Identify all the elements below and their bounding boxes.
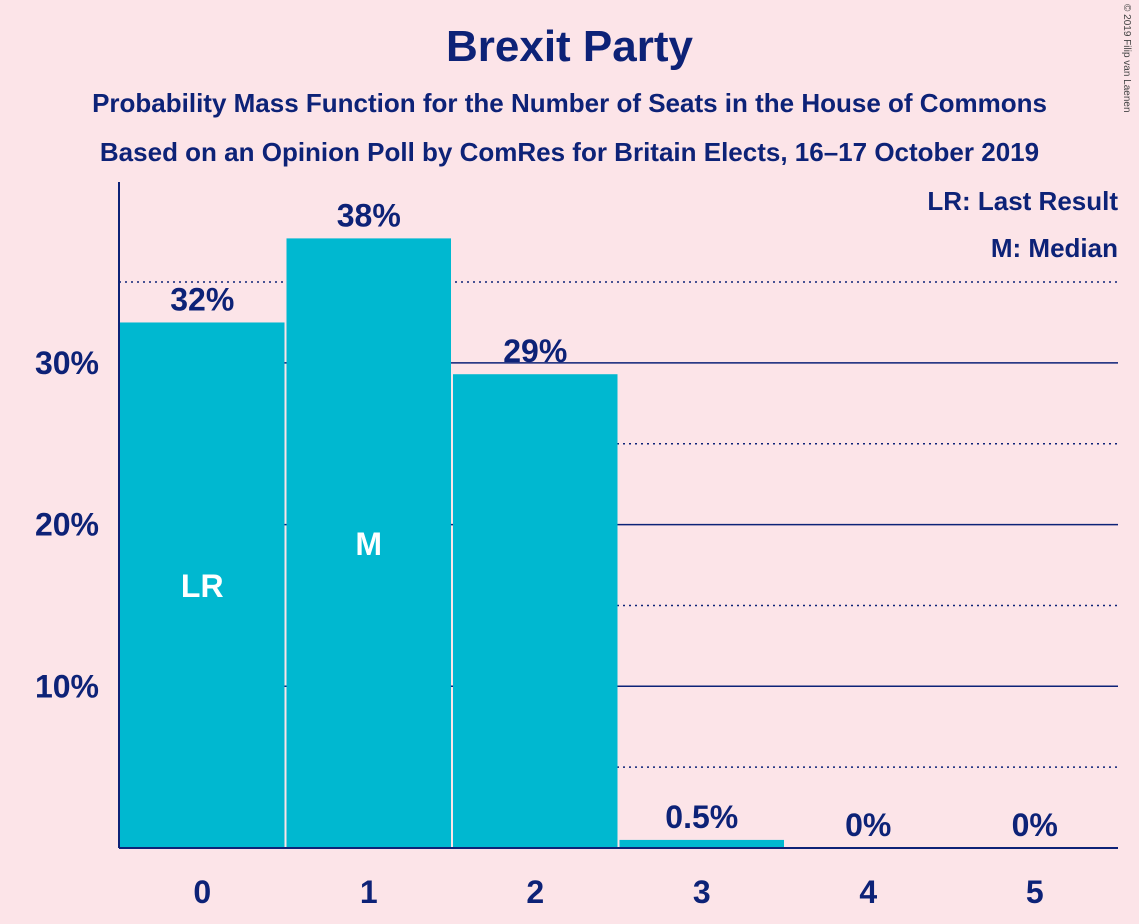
x-tick-label-1: 1	[360, 874, 378, 910]
bar-1	[286, 238, 451, 849]
bar-0	[120, 322, 285, 849]
y-tick-label-10: 10%	[35, 668, 99, 704]
chart-title: Brexit Party	[445, 22, 693, 71]
data-label-5: 0%	[1012, 807, 1058, 843]
chart-subtitle-line-2: Based on an Opinion Poll by ComRes for B…	[99, 137, 1040, 167]
data-label-2: 29%	[503, 333, 567, 369]
data-label-0: 32%	[170, 281, 234, 317]
bar-annotation-m: M	[355, 526, 382, 562]
x-tick-label-0: 0	[193, 874, 211, 910]
x-tick-label-3: 3	[693, 874, 711, 910]
y-tick-label-30: 30%	[35, 345, 99, 381]
bar-3	[619, 839, 784, 848]
y-tick-label-20: 20%	[35, 507, 99, 543]
data-label-4: 0%	[845, 807, 891, 843]
chart-subtitle-line-1: Probability Mass Function for the Number…	[92, 88, 1047, 118]
bar-2	[453, 374, 618, 848]
data-label-1: 38%	[337, 197, 401, 233]
legend-entry-0: LR: Last Result	[927, 186, 1118, 216]
bar-annotation-lr: LR	[181, 568, 224, 604]
data-label-3: 0.5%	[665, 799, 738, 835]
x-tick-label-2: 2	[526, 874, 544, 910]
x-tick-label-5: 5	[1026, 874, 1044, 910]
legend-entry-1: M: Median	[991, 233, 1118, 263]
x-tick-label-4: 4	[859, 874, 877, 910]
